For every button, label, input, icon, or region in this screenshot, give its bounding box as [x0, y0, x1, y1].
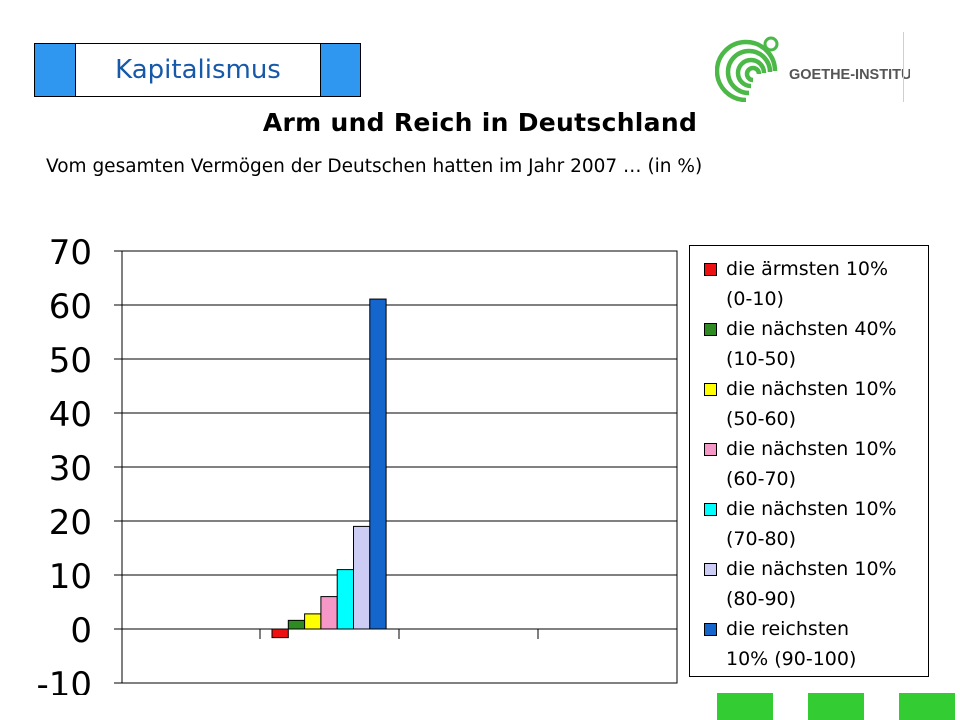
legend-item: die nächsten 10% (70-80)	[690, 486, 928, 550]
y-axis-labels: 70 60 50 40 30 20 10 0 -10	[36, 233, 92, 695]
legend-item: die nächsten 10% (60-70)	[690, 426, 928, 490]
y-tick-label: 30	[49, 449, 92, 489]
bar-4	[320, 596, 338, 630]
legend-swatch	[704, 323, 717, 336]
legend-swatch	[704, 503, 717, 516]
legend-swatch	[704, 443, 717, 456]
gridlines	[114, 250, 678, 684]
legend-label: die nächsten 10%	[726, 378, 897, 400]
bar-6	[353, 525, 371, 630]
legend-range-label: (70-80)	[726, 528, 797, 550]
goethe-institut-logo: GOETHE-INSTITUT	[715, 36, 910, 102]
bar-2	[287, 619, 306, 630]
topic-label-box: Kapitalismus	[75, 44, 321, 96]
legend-item: die reichsten 10% (90-100)	[690, 606, 928, 670]
y-tick-label: 40	[49, 395, 92, 435]
legend-swatch	[704, 263, 717, 276]
legend-range-label: (50-60)	[726, 408, 797, 430]
legend-label: die nächsten 10%	[726, 438, 897, 460]
legend-range-label: (80-90)	[726, 588, 797, 610]
legend-swatch	[704, 383, 717, 396]
legend-label: die nächsten 10%	[726, 498, 897, 520]
legend-item: die nächsten 10% (50-60)	[690, 366, 928, 430]
nav-square-1	[717, 693, 773, 720]
goethe-logo-mark-icon	[715, 36, 779, 102]
legend-label: die ärmsten 10%	[726, 258, 889, 280]
y-tick-label: 0	[70, 611, 92, 651]
bar-chart: 70 60 50 40 30 20 10 0 -10	[36, 233, 678, 695]
y-tick-label: 60	[49, 287, 92, 327]
y-tick-label: 50	[49, 341, 92, 381]
legend-item: die nächsten 40% (10-50)	[690, 306, 928, 370]
legend-label: die nächsten 10%	[726, 558, 897, 580]
legend: die ärmsten 10% (0-10) die nächsten 40% (10…	[689, 245, 929, 677]
bar-7	[369, 298, 387, 630]
legend-range-label: 10% (90-100)	[726, 648, 857, 670]
y-tick-label: 20	[49, 503, 92, 543]
legend-range-label: (0-10)	[726, 288, 784, 310]
topic-label: Kapitalismus	[115, 55, 281, 85]
bar-3	[304, 613, 322, 630]
topic-box: Kapitalismus	[34, 43, 361, 97]
legend-range-label: (60-70)	[726, 468, 797, 490]
y-tick-label: 70	[49, 233, 92, 273]
legend-item: die ärmsten 10% (0-10)	[690, 246, 928, 310]
goethe-logo-text: GOETHE-INSTITUT	[789, 67, 910, 83]
bars	[271, 298, 387, 639]
legend-item: die nächsten 10% (80-90)	[690, 546, 928, 610]
bar-5	[336, 569, 355, 630]
nav-square-2	[808, 693, 864, 720]
chart-title: Arm und Reich in Deutschland	[262, 108, 698, 137]
y-tick-label: -10	[36, 665, 92, 695]
bar-1	[271, 628, 289, 639]
chart-subtitle: Vom gesamten Vermögen der Deutschen hatt…	[46, 156, 703, 177]
nav-square-3	[899, 693, 955, 720]
legend-range-label: (10-50)	[726, 348, 797, 370]
logo-divider	[903, 32, 904, 102]
legend-swatch	[704, 623, 717, 636]
y-tick-label: 10	[49, 557, 92, 597]
legend-label: die reichsten	[726, 618, 849, 640]
legend-swatch	[704, 563, 717, 576]
legend-label: die nächsten 40%	[726, 318, 897, 340]
